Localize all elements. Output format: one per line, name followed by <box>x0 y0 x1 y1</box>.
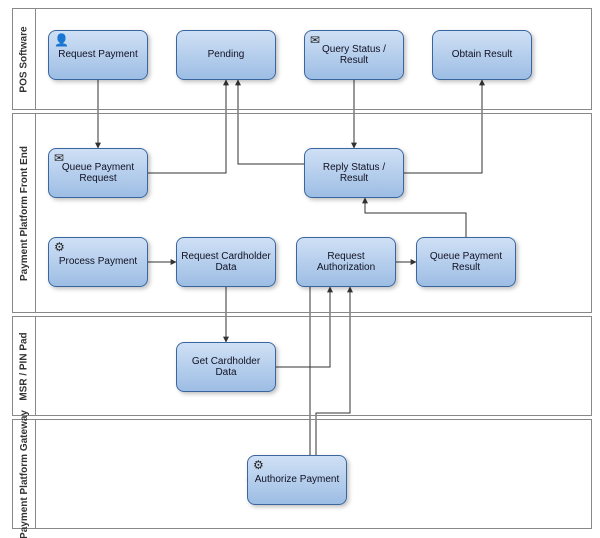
node-req_auth: Request Authorization <box>296 237 396 287</box>
node-req_pay: 👤Request Payment <box>48 30 148 80</box>
node-label: Pending <box>208 49 245 61</box>
diagram-canvas: POS Software Payment Platform Front End MS… <box>0 0 600 538</box>
user-icon: 👤 <box>54 34 69 48</box>
lane-label-text: MSR / PIN Pad <box>19 332 30 400</box>
node-label: Request Authorization <box>301 251 391 274</box>
mail-icon: ✉ <box>54 152 64 166</box>
node-label: Queue Payment Request <box>53 162 143 185</box>
node-queue_res: Queue Payment Result <box>416 237 516 287</box>
node-label: Request Payment <box>58 49 138 61</box>
node-obtain: Obtain Result <box>432 30 532 80</box>
lane-label-text: POS Software <box>19 26 30 92</box>
lane-label-text: Payment Platform Gateway <box>19 410 30 538</box>
gear-icon: ⚙ <box>54 241 65 255</box>
lane-label: POS Software <box>13 9 36 109</box>
lane-label-text: Payment Platform Front End <box>19 145 30 280</box>
node-label: Reply Status / Result <box>309 162 399 185</box>
lane-label: MSR / PIN Pad <box>13 317 36 415</box>
node-label: Get Cardholder Data <box>181 356 271 379</box>
node-get_card: Get Cardholder Data <box>176 342 276 392</box>
mail-icon: ✉ <box>310 34 320 48</box>
lane-label: Payment Platform Front End <box>13 114 36 312</box>
node-req_card: Request Cardholder Data <box>176 237 276 287</box>
node-label: Query Status / Result <box>309 44 399 67</box>
gear-icon: ⚙ <box>253 459 264 473</box>
node-process: ⚙Process Payment <box>48 237 148 287</box>
node-label: Request Cardholder Data <box>181 251 271 274</box>
node-reply: Reply Status / Result <box>304 148 404 198</box>
lane-label: Payment Platform Gateway <box>13 420 36 528</box>
node-queue_req: ✉Queue Payment Request <box>48 148 148 198</box>
node-label: Queue Payment Result <box>421 251 511 274</box>
node-label: Process Payment <box>59 256 137 268</box>
node-label: Obtain Result <box>452 49 513 61</box>
node-authorize: ⚙Authorize Payment <box>247 455 347 505</box>
lane-msr: MSR / PIN Pad <box>12 316 592 416</box>
node-pending: Pending <box>176 30 276 80</box>
node-query: ✉Query Status / Result <box>304 30 404 80</box>
node-label: Authorize Payment <box>255 474 340 486</box>
